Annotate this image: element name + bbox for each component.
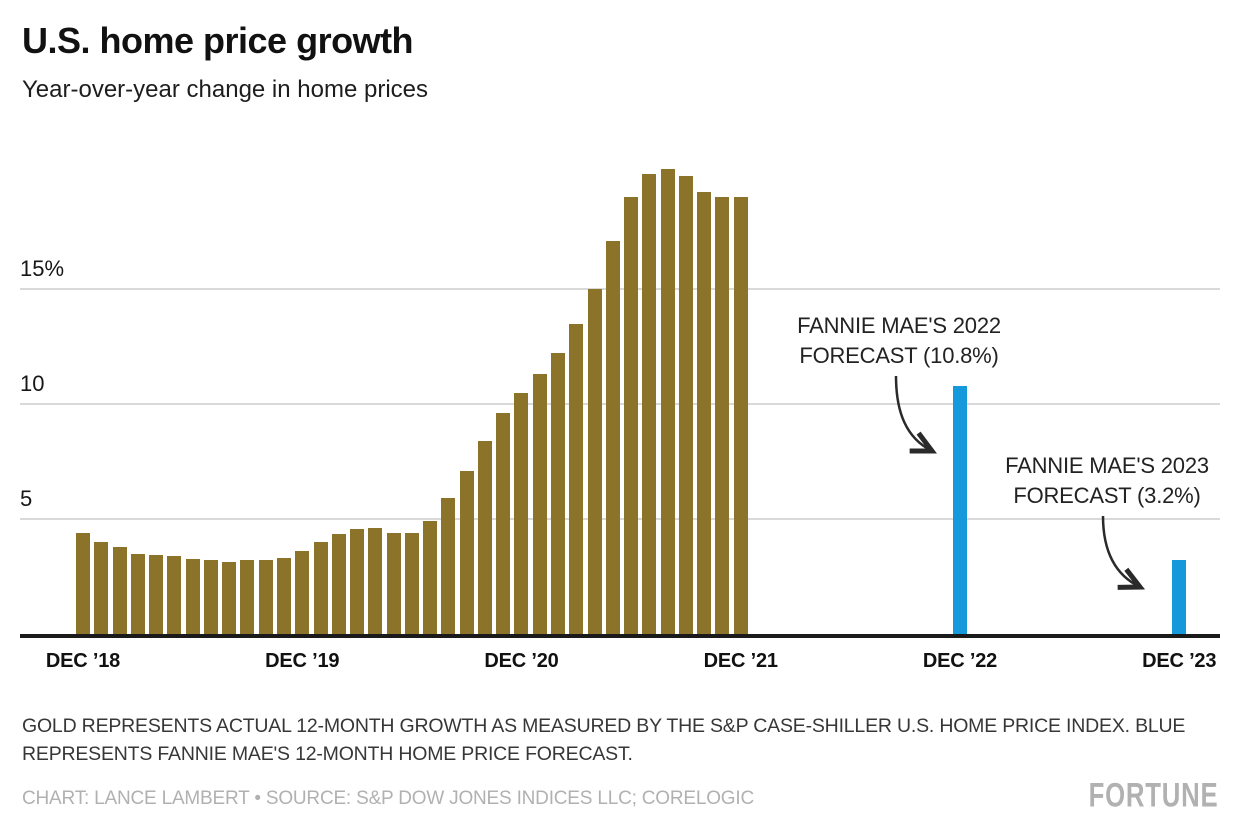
arrow-to-2023-forecast-bar [1101, 515, 1146, 590]
bar-jul-20 [423, 521, 438, 634]
bar-aug-21 [660, 169, 675, 634]
gridline-10pct [20, 403, 1220, 405]
bar-mar-20 [350, 529, 365, 634]
x-tick-dec-21: DEC ’21 [703, 650, 778, 672]
bar-dec-20 [514, 392, 529, 634]
x-tick-dec-19: DEC ’19 [265, 650, 340, 672]
annotation-2022-line2: FORECAST (10.8%) [799, 343, 999, 368]
credit-source: CHART: LANCE LAMBERT • SOURCE: S&P DOW J… [22, 788, 754, 809]
bar-may-21 [605, 240, 620, 634]
chart-subtitle: Year-over-year change in home prices [22, 76, 428, 103]
bar-sep-21 [678, 176, 693, 634]
y-tick-5: 5 [20, 486, 33, 511]
bar-oct-21 [697, 192, 712, 634]
annotation-2023-line1: FANNIE MAE'S 2023 [1005, 453, 1209, 478]
bar-aug-20 [441, 498, 456, 634]
bar-feb-21 [551, 353, 566, 634]
bar-may-20 [386, 532, 401, 634]
arrow-to-2022-forecast-bar [894, 375, 937, 454]
bar-jan-19 [94, 542, 109, 634]
footnote: GOLD REPRESENTS ACTUAL 12-MONTH GROWTH A… [22, 712, 1185, 768]
bar-dec-19 [295, 551, 310, 634]
bar-apr-21 [587, 289, 602, 634]
gridline-15pct [20, 288, 1220, 290]
bar-jun-19 [185, 559, 200, 634]
x-tick-dec-20: DEC ’20 [484, 650, 559, 672]
y-tick-15: 15% [20, 256, 65, 281]
bar-nov-21 [715, 197, 730, 634]
forecast-bar-dec-22 [952, 385, 967, 634]
annotation-2022-line1: FANNIE MAE'S 2022 [797, 313, 1001, 338]
annotation-2022-forecast: FANNIE MAE'S 2022 FORECAST (10.8%) [769, 311, 1029, 371]
bar-nov-20 [496, 413, 511, 634]
bar-sep-20 [459, 470, 474, 634]
bar-oct-19 [258, 560, 273, 634]
bar-jul-21 [642, 174, 657, 634]
bar-jan-20 [313, 542, 328, 634]
x-tick-dec-18: DEC ’18 [45, 650, 121, 672]
annotation-2023-forecast: FANNIE MAE'S 2023 FORECAST (3.2%) [977, 451, 1237, 511]
chart-title: U.S. home price growth [22, 20, 414, 61]
bar-apr-20 [368, 528, 383, 634]
bar-jul-19 [203, 560, 218, 634]
footnote-line1: GOLD REPRESENTS ACTUAL 12-MONTH GROWTH A… [22, 715, 1186, 737]
bar-aug-19 [222, 561, 237, 634]
bar-mar-19 [130, 553, 145, 634]
bar-dec-21 [733, 197, 748, 634]
forecast-bar-dec-23 [1172, 560, 1187, 634]
bar-jun-21 [624, 197, 639, 634]
annotation-2023-line2: FORECAST (3.2%) [1013, 483, 1201, 508]
y-tick-10: 10 [20, 371, 45, 396]
bar-may-19 [167, 555, 182, 634]
bar-nov-19 [276, 558, 291, 634]
bar-feb-20 [331, 533, 346, 634]
bar-jun-20 [404, 532, 419, 634]
footnote-line2: REPRESENTS FANNIE MAE'S 12-MONTH HOME PR… [22, 743, 633, 765]
x-tick-dec-22: DEC ’22 [922, 650, 998, 672]
x-axis-line [20, 634, 1220, 638]
bar-dec-18 [76, 532, 90, 634]
fortune-logo: FORTUNE [1088, 775, 1218, 814]
bar-oct-20 [477, 440, 492, 634]
bar-apr-19 [149, 554, 164, 634]
bar-sep-19 [240, 560, 255, 634]
bar-jan-21 [532, 374, 547, 634]
bar-mar-21 [569, 323, 584, 634]
x-tick-dec-23: DEC ’23 [1142, 650, 1217, 672]
bar-feb-19 [112, 546, 127, 634]
gridline-5pct [20, 518, 1220, 520]
